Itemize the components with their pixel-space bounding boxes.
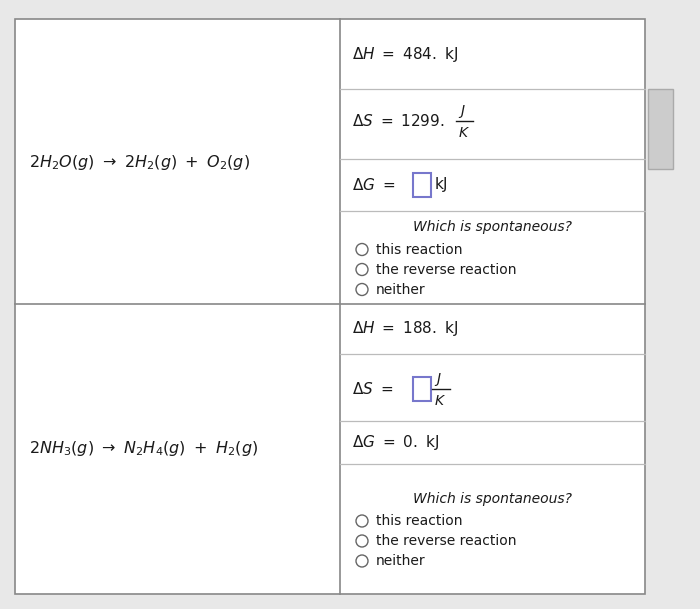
Text: the reverse reaction: the reverse reaction xyxy=(376,534,517,548)
FancyBboxPatch shape xyxy=(648,89,673,169)
Text: $2H_2O(g)\ \rightarrow\ 2H_2(g)\ +\ O_2(g)$: $2H_2O(g)\ \rightarrow\ 2H_2(g)\ +\ O_2(… xyxy=(29,152,250,172)
Text: $\Delta S\ =\ 1299.\ $: $\Delta S\ =\ 1299.\ $ xyxy=(352,113,444,129)
Text: $\Delta H\ =\ 188.\ \mathrm{kJ}$: $\Delta H\ =\ 188.\ \mathrm{kJ}$ xyxy=(352,320,459,339)
Text: $\Delta H\ =\ 484.\ \mathrm{kJ}$: $\Delta H\ =\ 484.\ \mathrm{kJ}$ xyxy=(352,44,459,63)
Text: Which is spontaneous?: Which is spontaneous? xyxy=(413,492,572,506)
Circle shape xyxy=(356,244,368,256)
Text: $\Delta G\ =\ 0.\ \mathrm{kJ}$: $\Delta G\ =\ 0.\ \mathrm{kJ}$ xyxy=(352,434,439,452)
Text: the reverse reaction: the reverse reaction xyxy=(376,262,517,276)
Text: neither: neither xyxy=(376,554,426,568)
Text: neither: neither xyxy=(376,283,426,297)
Text: $\Delta S\ =$: $\Delta S\ =$ xyxy=(352,381,393,397)
Text: $J$: $J$ xyxy=(458,102,466,119)
Text: $\mathrm{kJ}$: $\mathrm{kJ}$ xyxy=(434,175,448,194)
Circle shape xyxy=(356,284,368,295)
Text: $K$: $K$ xyxy=(434,394,446,408)
Text: Which is spontaneous?: Which is spontaneous? xyxy=(413,220,572,234)
FancyBboxPatch shape xyxy=(413,173,431,197)
Text: $2NH_3(g)\ \rightarrow\ N_2H_4(g)\ +\ H_2(g)$: $2NH_3(g)\ \rightarrow\ N_2H_4(g)\ +\ H_… xyxy=(29,440,258,459)
Text: $J$: $J$ xyxy=(434,370,442,387)
Circle shape xyxy=(356,515,368,527)
Circle shape xyxy=(356,264,368,275)
Text: this reaction: this reaction xyxy=(376,242,463,256)
Circle shape xyxy=(356,535,368,547)
Text: this reaction: this reaction xyxy=(376,514,463,528)
FancyBboxPatch shape xyxy=(413,377,431,401)
Text: $\Delta G\ =$: $\Delta G\ =$ xyxy=(352,177,396,193)
Text: $K$: $K$ xyxy=(458,126,470,140)
Circle shape xyxy=(356,555,368,567)
